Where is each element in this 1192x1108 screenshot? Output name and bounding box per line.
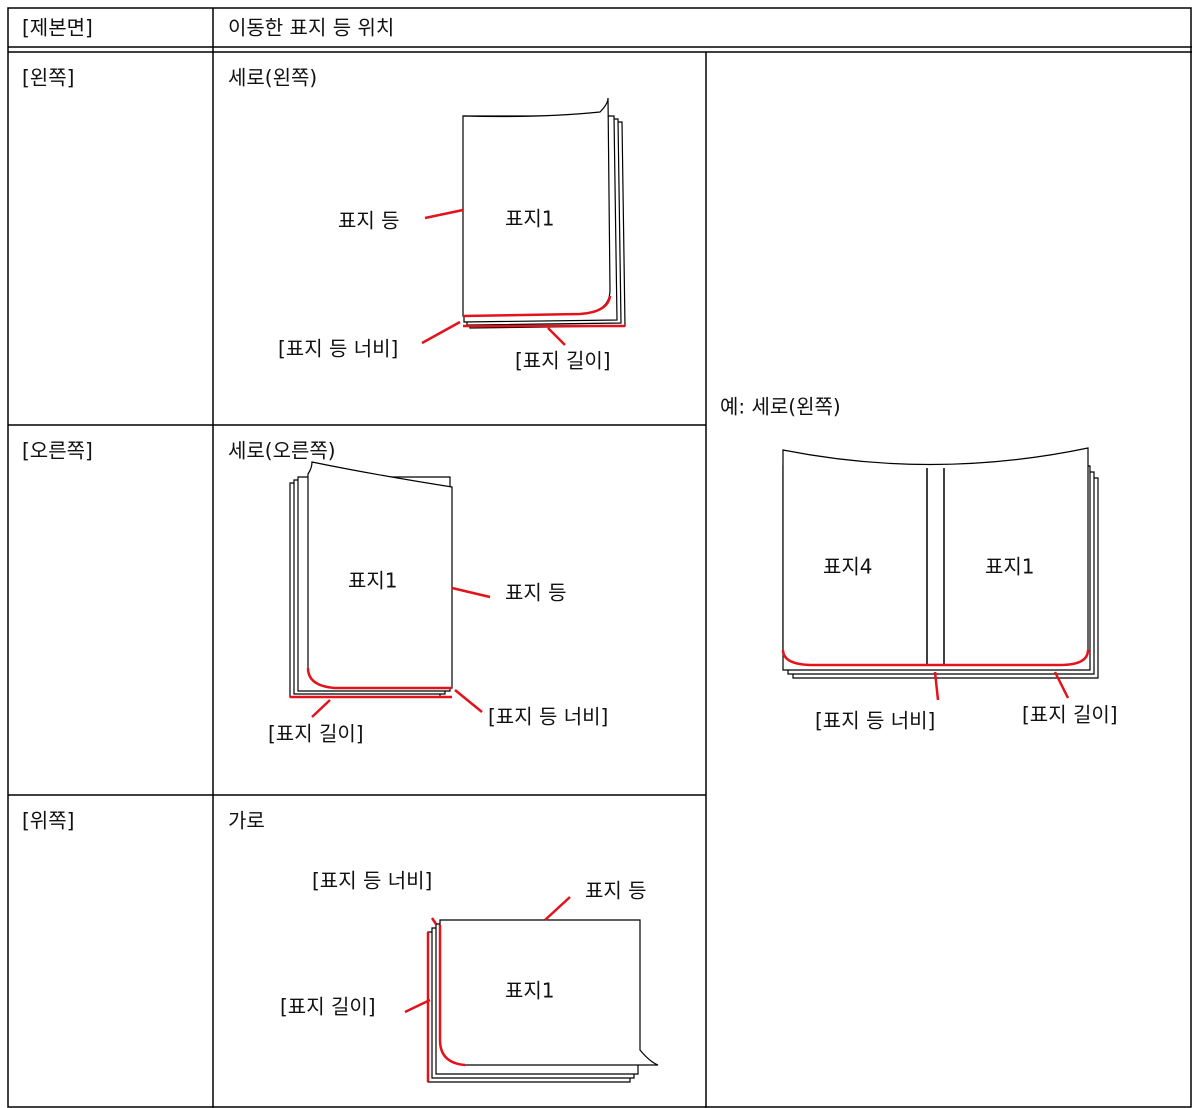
cover-label: 표지1 <box>348 569 398 593</box>
cover-label: 표지1 <box>505 979 555 1003</box>
cover-length-label: [표지 길이] <box>268 722 364 746</box>
side-label: [왼쪽] <box>22 66 74 90</box>
book-left <box>421 97 626 346</box>
cover-length-label: [표지 길이] <box>280 995 376 1019</box>
side-label: [오른쪽] <box>22 439 93 463</box>
example-caption: 예: 세로(왼쪽) <box>720 395 841 419</box>
front-cover-label: 표지1 <box>985 555 1035 579</box>
spine-label: 표지 등 <box>338 209 400 233</box>
book-top <box>404 896 659 1083</box>
side-label: [위쪽] <box>22 809 74 833</box>
book-open <box>781 447 1099 701</box>
orientation-label: 세로(왼쪽) <box>228 66 317 90</box>
spine-label: 표지 등 <box>585 879 647 903</box>
spine-width-label: [표지 등 너비] <box>488 705 608 729</box>
table-grid <box>7 7 1192 1108</box>
cover-length-label: [표지 길이] <box>1022 703 1118 727</box>
back-cover-label: 표지4 <box>823 555 873 579</box>
orientation-label: 가로 <box>228 809 265 833</box>
header-cell: [제본면] <box>22 16 93 40</box>
cover-label: 표지1 <box>505 207 555 231</box>
spine-label: 표지 등 <box>505 581 567 605</box>
book-right <box>289 461 491 718</box>
orientation-label: 세로(오른쪽) <box>228 439 336 463</box>
header-cell: 이동한 표지 등 위치 <box>228 16 394 40</box>
spine-width-label: [표지 등 너비] <box>312 869 432 893</box>
spine-width-label: [표지 등 너비] <box>815 709 935 733</box>
spine-width-label: [표지 등 너비] <box>278 337 398 361</box>
cover-length-label: [표지 길이] <box>515 349 611 373</box>
